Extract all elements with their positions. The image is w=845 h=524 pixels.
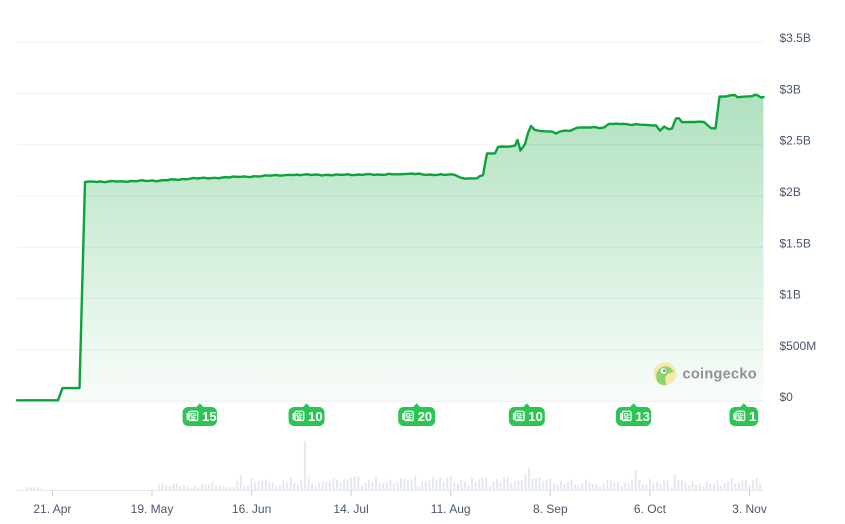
svg-text:3. Nov: 3. Nov xyxy=(732,502,767,516)
svg-text:$500M: $500M xyxy=(780,339,817,353)
svg-text:$1B: $1B xyxy=(780,288,801,302)
svg-text:8. Sep: 8. Sep xyxy=(533,502,568,516)
svg-text:13: 13 xyxy=(636,409,650,424)
svg-text:coingecko: coingecko xyxy=(683,367,757,383)
svg-text:10: 10 xyxy=(528,409,542,424)
svg-text:$2.5B: $2.5B xyxy=(780,134,811,148)
svg-text:$2B: $2B xyxy=(780,185,801,199)
svg-text:19. May: 19. May xyxy=(131,502,174,516)
svg-text:15: 15 xyxy=(202,409,216,424)
svg-text:$3B: $3B xyxy=(780,82,801,96)
svg-text:20: 20 xyxy=(418,409,432,424)
svg-text:1: 1 xyxy=(749,409,756,424)
svg-text:$0: $0 xyxy=(780,390,794,404)
svg-text:$3.5B: $3.5B xyxy=(780,31,811,45)
svg-text:14. Jul: 14. Jul xyxy=(333,502,368,516)
svg-text:21. Apr: 21. Apr xyxy=(33,502,71,516)
svg-text:10: 10 xyxy=(308,409,322,424)
svg-text:16. Jun: 16. Jun xyxy=(232,502,271,516)
svg-text:11. Aug: 11. Aug xyxy=(431,502,471,516)
svg-text:6. Oct: 6. Oct xyxy=(634,502,667,516)
svg-text:$1.5B: $1.5B xyxy=(780,236,811,250)
